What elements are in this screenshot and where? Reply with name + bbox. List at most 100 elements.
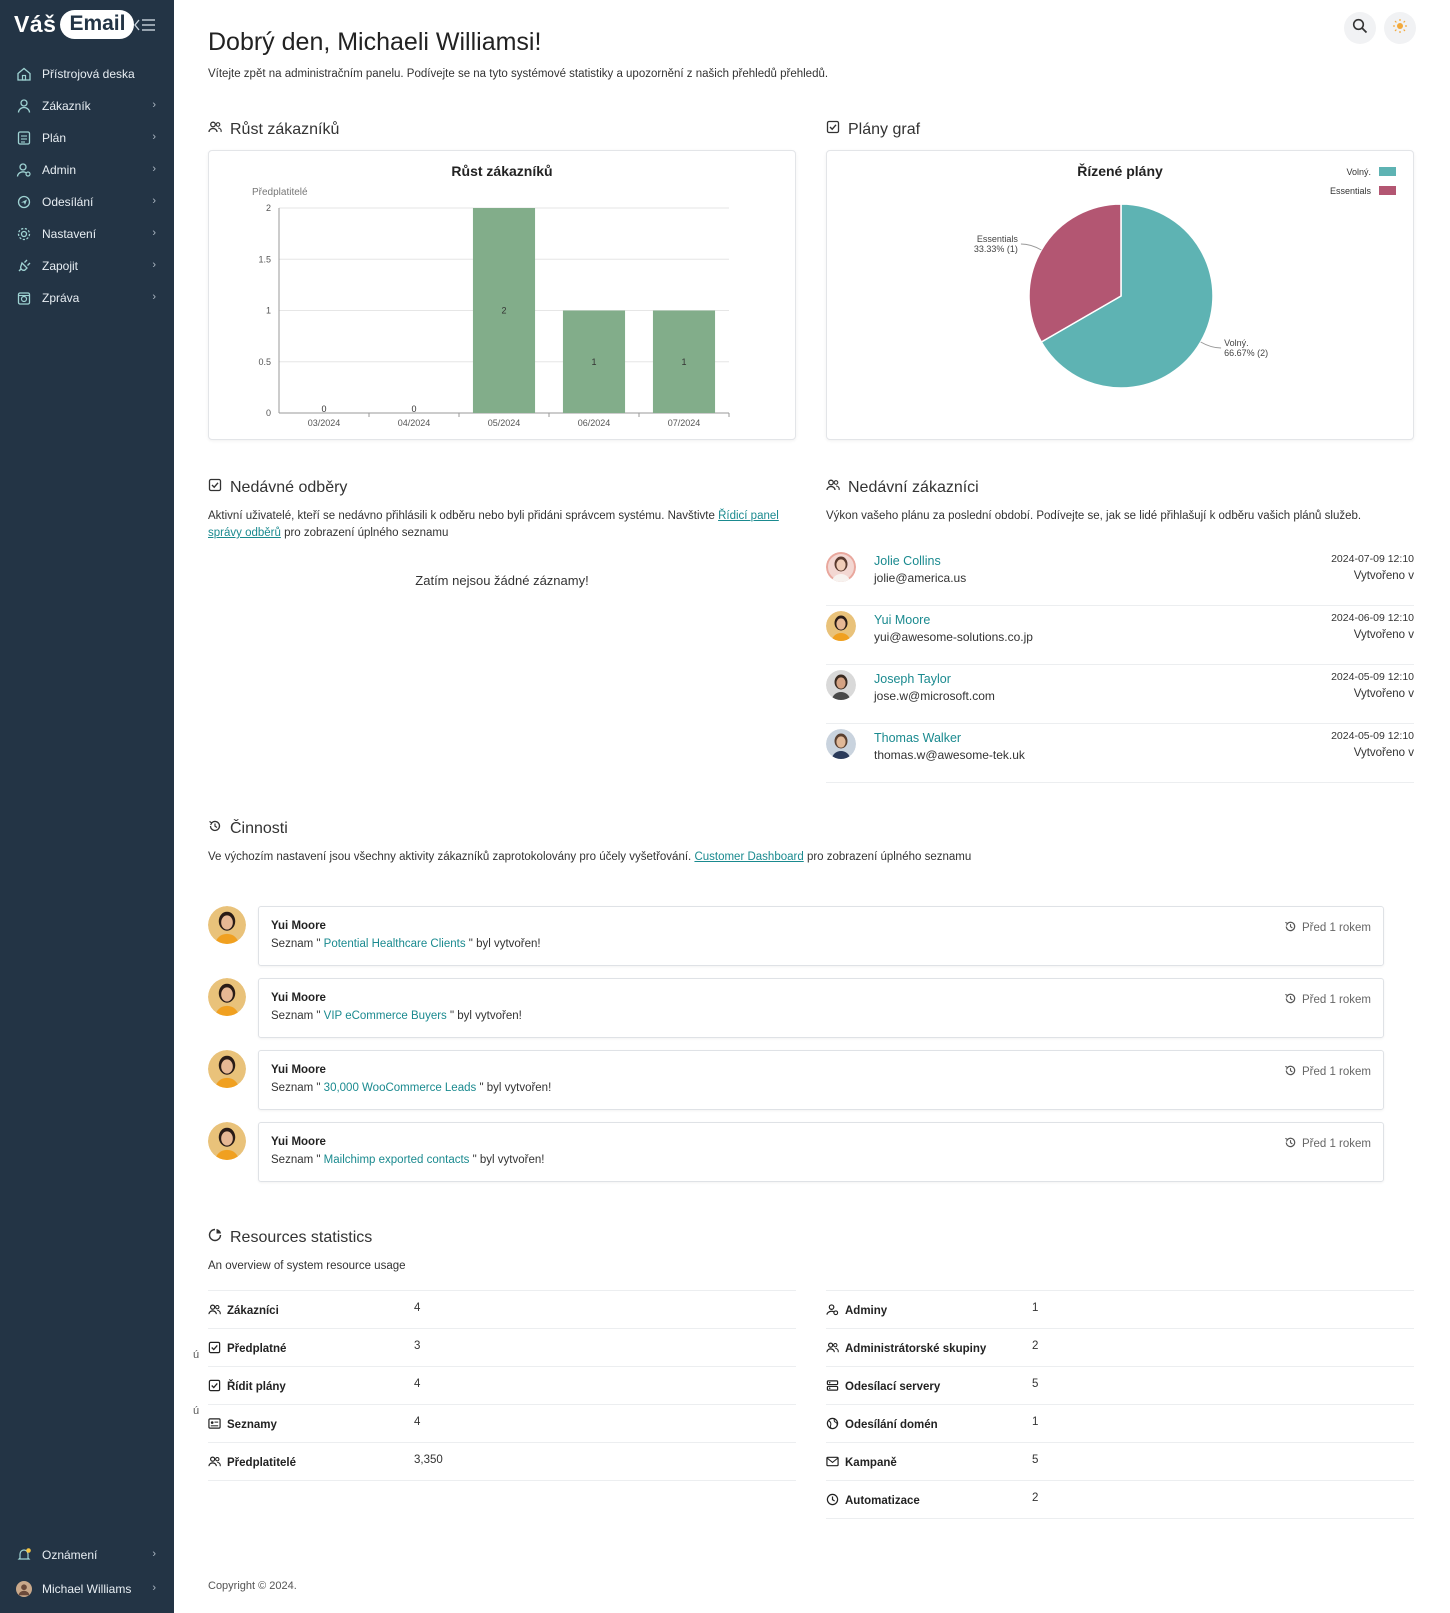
- history-icon: [1284, 920, 1297, 936]
- resource-table-end: [826, 1518, 1414, 1519]
- brand-logo[interactable]: Váš Email: [14, 10, 135, 39]
- customer-email: jose.w@microsoft.com: [874, 689, 995, 703]
- server-icon: [826, 1379, 839, 1395]
- sidebar-item-notifications[interactable]: Oznámení ›: [0, 1539, 174, 1571]
- resource-label-text: Odesílání domén: [845, 1419, 938, 1431]
- history-icon: [1284, 1136, 1297, 1152]
- bar-data-label: 0: [411, 404, 416, 414]
- resource-value: 2: [1032, 1340, 1039, 1352]
- sidebar-item-customer[interactable]: Zákazník ›: [0, 90, 174, 122]
- resource-label: Administrátorské skupiny: [826, 1341, 986, 1357]
- top-toolbar: [1344, 12, 1416, 44]
- activity-list-link[interactable]: 30,000 WooCommerce Leads: [323, 1082, 477, 1094]
- customer-name-link[interactable]: Thomas Walker: [874, 731, 962, 745]
- avatar: [826, 729, 856, 759]
- bell-icon: [16, 1547, 32, 1563]
- section-title-subscriptions: Nedávné odběry: [208, 478, 347, 497]
- users-icon: [208, 1303, 221, 1319]
- sidebar-item-report[interactable]: Zpráva ›: [0, 282, 174, 314]
- x-tick-label: 04/2024: [398, 418, 431, 428]
- chart-title: Růst zákazníků: [451, 163, 553, 179]
- theme-toggle-button[interactable]: [1384, 12, 1416, 44]
- resource-value: 2: [1032, 1492, 1039, 1504]
- sidebar-item-plan[interactable]: Plán ›: [0, 122, 174, 154]
- bar: [562, 310, 626, 413]
- customer-dashboard-link[interactable]: Customer Dashboard: [694, 851, 804, 863]
- page-subtitle: Vítejte zpět na administračním panelu. P…: [208, 68, 829, 80]
- activity-text-pre: Seznam ": [271, 1082, 324, 1094]
- sidebar-item-label: Oznámení: [42, 1548, 98, 1562]
- section-title-plans: Plány graf: [826, 120, 920, 139]
- plan-icon: [16, 130, 32, 146]
- activity-text-post: " byl vytvořen!: [476, 1082, 552, 1094]
- activity-text: Seznam " Potential Healthcare Clients " …: [271, 938, 541, 950]
- sidebar-item-user[interactable]: Michael Williams ›: [0, 1573, 174, 1605]
- sidebar-item-label: Odesílání: [42, 195, 94, 209]
- bar-data-label: 0: [321, 404, 326, 414]
- avatar: [208, 906, 246, 944]
- customer-created-label: Vytvořeno v: [1353, 747, 1414, 759]
- pie-label-leader: [1020, 243, 1042, 251]
- avatar: [208, 1050, 246, 1088]
- activity-list-link[interactable]: Potential Healthcare Clients: [323, 938, 466, 950]
- resource-row: Odesílání domén 1: [826, 1404, 1414, 1442]
- user-icon: [16, 98, 32, 114]
- resource-label: Adminy: [826, 1303, 887, 1319]
- section-title-resources: Resources statistics: [208, 1228, 372, 1247]
- avatar: [208, 978, 246, 1016]
- stray-mark: ú: [193, 1349, 200, 1361]
- sidebar-item-sending[interactable]: Odesílání ›: [0, 186, 174, 218]
- activity-text-pre: Seznam ": [271, 1154, 324, 1166]
- chevron-right-icon: ›: [152, 99, 156, 111]
- subscriptions-dashboard-link[interactable]: Řídicí panel správy odběrů: [208, 510, 779, 539]
- customer-email: yui@awesome-solutions.co.jp: [874, 630, 1033, 644]
- activity-card: Yui Moore Seznam " Potential Healthcare C…: [258, 906, 1384, 966]
- customer-email: jolie@america.us: [874, 571, 967, 585]
- resource-row: Předplatitelé 3,350: [208, 1442, 796, 1480]
- resource-row: Adminy 1: [826, 1290, 1414, 1328]
- legend-swatch: [1379, 186, 1396, 195]
- section-title-text: Činnosti: [230, 819, 288, 837]
- activity-list-link[interactable]: VIP eCommerce Buyers: [323, 1010, 447, 1022]
- resource-table-end: [208, 1480, 796, 1481]
- activity-time-text: Před 1 rokem: [1301, 1066, 1371, 1078]
- customer-name-link[interactable]: Joseph Taylor: [874, 672, 951, 686]
- search-button[interactable]: [1344, 12, 1376, 44]
- customer-name-link[interactable]: Yui Moore: [874, 613, 931, 627]
- sidebar-item-label: Zákazník: [42, 99, 91, 113]
- growth-chart-card: Růst zákazníků Předplatitelé 0 0.5 1 1.5 2 03/…: [208, 150, 796, 440]
- users-icon: [208, 1455, 221, 1471]
- sidebar-item-settings[interactable]: Nastavení ›: [0, 218, 174, 250]
- chevron-right-icon: ›: [152, 1548, 156, 1560]
- activity-user: Yui Moore: [271, 1064, 326, 1076]
- sidebar-nav: Přístrojová deska Zákazník › Plán › Admin › Ode…: [0, 58, 174, 314]
- sidebar-item-dashboard[interactable]: Přístrojová deska: [0, 58, 174, 90]
- resource-label-text: Odesílací servery: [845, 1381, 941, 1393]
- x-tick-label: 05/2024: [488, 418, 521, 428]
- avatar: [16, 1581, 32, 1597]
- resource-label: Automatizace: [826, 1493, 920, 1509]
- customer-name-link[interactable]: Jolie Collins: [874, 554, 941, 568]
- resource-label-text: Seznamy: [227, 1419, 277, 1431]
- resource-row: Předplatné 3: [208, 1328, 796, 1366]
- sidebar-item-label: Přístrojová deska: [42, 67, 135, 81]
- sidebar-collapse-icon[interactable]: [134, 16, 156, 36]
- customer-created-label: Vytvořeno v: [1353, 570, 1414, 582]
- bar: [472, 208, 536, 413]
- activity-text-post: " byl vytvořen!: [465, 938, 541, 950]
- sidebar-item-admin[interactable]: Admin ›: [0, 154, 174, 186]
- legend-swatch: [1379, 167, 1396, 176]
- activity-item: Yui Moore Seznam " VIP eCommerce Buyers "…: [208, 978, 1384, 1038]
- empty-state-text: Zatím nejsou žádné záznamy!: [415, 573, 589, 588]
- resource-label-text: Adminy: [845, 1305, 888, 1317]
- checkbox-icon: [208, 478, 222, 497]
- resource-value: 4: [414, 1416, 421, 1428]
- bar-data-label: 1: [681, 357, 686, 367]
- resource-value: 4: [414, 1378, 421, 1390]
- brand-logo-part2: Email: [60, 10, 135, 39]
- activity-time: Před 1 rokem: [1284, 1064, 1371, 1080]
- sidebar-item-plugins[interactable]: Zapojit ›: [0, 250, 174, 282]
- y-tick-label: 0.5: [258, 357, 271, 367]
- activity-list-link[interactable]: Mailchimp exported contacts: [323, 1154, 470, 1166]
- section-title-growth: Růst zákazníků: [208, 120, 339, 139]
